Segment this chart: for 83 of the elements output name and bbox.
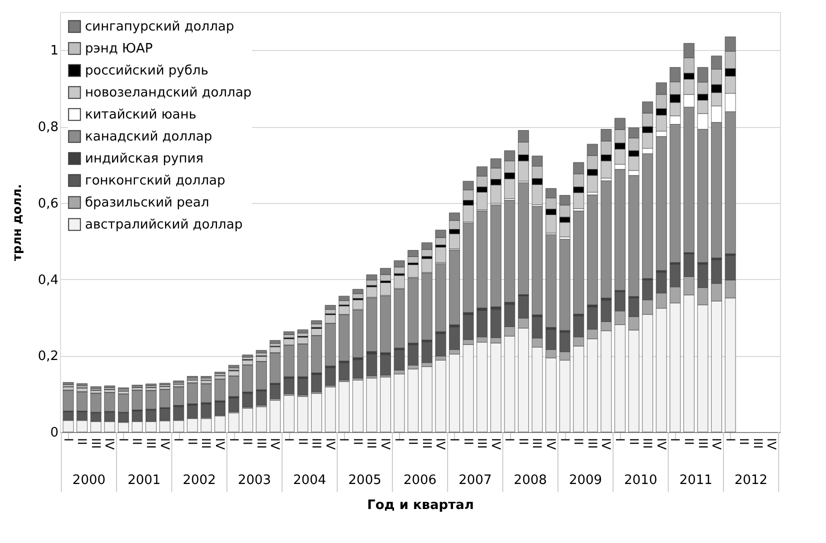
text: 2008 (514, 473, 547, 488)
x-tick-label: IV (158, 438, 172, 451)
x-tick-label: I (558, 438, 572, 442)
y-axis-title: трлн долл. (10, 184, 24, 261)
text: 2005 (348, 473, 382, 488)
x-tick-label: IV (764, 438, 779, 451)
x-tick-label: II (350, 438, 365, 446)
text: 2002 (182, 473, 216, 488)
text: 2004 (293, 473, 326, 488)
x-tick-label: I (613, 438, 627, 442)
x-tick-label: III (530, 438, 544, 449)
x-tick-label: I (337, 438, 352, 442)
x-tick-label: II (296, 438, 310, 446)
x-tick-label: III (364, 438, 379, 449)
x-tick-label: II (75, 438, 90, 446)
legend-label: сингапурский доллар (85, 20, 234, 34)
x-axis-title: Год и квартал (367, 498, 474, 513)
x-tick-label: III (88, 438, 103, 449)
x-tick-label: II (682, 438, 696, 446)
y-tick-label: 0,6 (38, 196, 58, 212)
x-tick-label: II (516, 438, 530, 446)
x-tick-label: IV (599, 438, 614, 451)
y-tick-label: 1 (50, 44, 58, 59)
x-tick-label: IV (323, 438, 338, 451)
x-tick-label: I (282, 438, 296, 442)
x-tick-label: III (640, 438, 655, 449)
x-tick-label: IV (710, 438, 724, 451)
x-tick-label: III (585, 438, 600, 449)
text: 2000 (72, 473, 106, 488)
legend-label: гонконгский доллар (85, 174, 226, 188)
x-tick-label: III (254, 438, 268, 449)
text: 2003 (238, 473, 272, 488)
x-tick-label: I (172, 438, 186, 442)
x-tick-label: III (310, 438, 324, 449)
x-tick-label: I (723, 438, 738, 442)
x-tick-label: IV (488, 438, 503, 451)
text: 2007 (458, 473, 492, 488)
text: 2009 (568, 473, 602, 488)
x-tick-label: I (116, 438, 130, 442)
x-tick-label: IV (378, 438, 393, 451)
text: 2006 (403, 473, 437, 488)
legend-label: российский рубль (85, 64, 208, 78)
y-tick-label: 0,2 (38, 349, 58, 364)
x-tick-label: IV (268, 438, 282, 451)
x-tick-label: IV (654, 438, 668, 451)
y-tick-label: 0,8 (38, 120, 58, 136)
legend-label: новозеландский доллар (85, 86, 252, 100)
x-tick-label: I (668, 438, 682, 442)
x-tick-label: II (461, 438, 476, 446)
text: 2011 (679, 473, 712, 488)
x-tick-label: II (572, 438, 586, 446)
x-tick-label: IV (544, 438, 558, 451)
x-tick-label: IV (102, 438, 117, 451)
x-tick-label: II (130, 438, 144, 446)
x-tick-label: II (240, 438, 255, 446)
legend-label: канадский доллар (85, 130, 212, 144)
y-tick-label: 0 (50, 426, 58, 440)
x-tick-label: I (61, 438, 76, 442)
legend-label: австралийский доллар (85, 218, 243, 232)
x-tick-label: I (447, 438, 462, 442)
legend-label: рэнд ЮАР (85, 42, 153, 56)
x-tick-label: II (406, 438, 420, 446)
legend-label: индийская рупия (85, 152, 204, 166)
text: 2012 (734, 473, 768, 488)
x-tick-label: IV (213, 438, 227, 451)
text: 2001 (128, 473, 161, 488)
x-tick-label: III (475, 438, 490, 449)
x-tick-label: II (737, 438, 752, 446)
x-tick-label: III (750, 438, 765, 449)
x-tick-label: III (199, 438, 214, 449)
x-tick-label: III (144, 438, 158, 449)
x-tick-label: I (502, 438, 517, 442)
x-tick-label: IV (434, 438, 448, 451)
x-tick-label: III (420, 438, 434, 449)
x-tick-label: II (626, 438, 641, 446)
x-tick-label: I (392, 438, 406, 442)
legend-label: бразильский реал (85, 196, 210, 210)
y-tick-label: 0,4 (38, 272, 58, 288)
x-tick-label: III (696, 438, 710, 449)
legend-label: китайский юань (85, 108, 196, 122)
x-tick-label: I (226, 438, 241, 442)
x-tick-label: II (185, 438, 200, 446)
text: 2010 (624, 473, 658, 488)
